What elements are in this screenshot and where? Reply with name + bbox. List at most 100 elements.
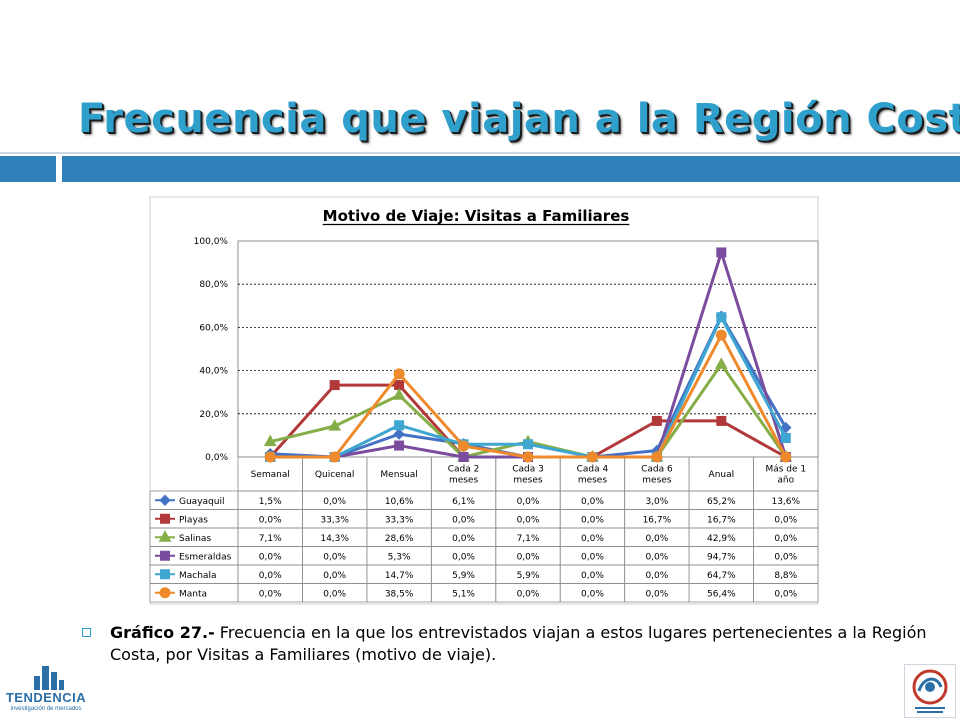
data-label: 0,0%	[517, 515, 540, 525]
data-point	[393, 428, 405, 440]
data-point	[263, 434, 277, 447]
data-label: 0,0%	[259, 571, 282, 581]
data-label: 14,3%	[320, 534, 349, 544]
y-tick-label: 60,0%	[199, 323, 228, 333]
x-tick-label: Mensual	[380, 470, 417, 480]
data-label: 0,0%	[259, 515, 282, 525]
data-label: 0,0%	[323, 497, 346, 507]
data-point	[458, 440, 470, 452]
x-tick-label: Cada 4 meses	[577, 465, 609, 486]
tourism-emblem-icon	[912, 669, 948, 713]
x-tick-label: Más de 1 año	[765, 465, 806, 486]
data-label: 0,0%	[645, 552, 668, 562]
data-label: 0,0%	[452, 515, 475, 525]
chart-caption: Gráfico 27.- Frecuencia en la que los en…	[110, 622, 930, 666]
legend-entry: Machala	[179, 571, 216, 581]
data-label: 5,9%	[452, 571, 475, 581]
y-tick-label: 40,0%	[199, 367, 228, 377]
data-point	[392, 388, 406, 400]
data-label: 14,7%	[385, 571, 414, 581]
data-point	[264, 451, 276, 463]
legend-marker-icon	[160, 513, 170, 524]
y-tick-label: 20,0%	[199, 410, 228, 420]
data-point	[393, 368, 405, 380]
legend-marker-icon	[158, 530, 172, 542]
caption-label: Gráfico 27.-	[110, 623, 215, 642]
data-label: 6,1%	[452, 497, 475, 507]
data-point	[716, 247, 727, 258]
data-point	[716, 312, 727, 323]
data-point	[329, 451, 341, 463]
tourism-logo	[904, 664, 956, 718]
title-divider-line	[0, 152, 960, 154]
data-point	[458, 452, 469, 462]
legend-marker-icon	[159, 494, 171, 506]
caption-bullet-icon	[82, 628, 91, 637]
data-label: 56,4%	[707, 589, 736, 599]
legend-marker-icon	[160, 550, 170, 561]
data-label: 0,0%	[645, 534, 668, 544]
data-label: 16,7%	[643, 515, 672, 525]
data-point	[780, 451, 792, 463]
legend-entry: Esmeraldas	[179, 552, 232, 562]
x-tick-label: Cada 3 meses	[512, 465, 544, 486]
data-point	[780, 432, 791, 443]
y-tick-label: 100,0%	[194, 237, 229, 247]
data-label: 0,0%	[581, 497, 604, 507]
data-label: 0,0%	[581, 515, 604, 525]
x-tick-label: Quicenal	[315, 470, 355, 480]
data-label: 0,0%	[517, 497, 540, 507]
data-label: 0,0%	[774, 589, 797, 599]
data-label: 10,6%	[385, 497, 414, 507]
data-label: 7,1%	[259, 534, 282, 544]
y-tick-label: 0,0%	[205, 453, 228, 463]
legend-marker-icon	[159, 587, 171, 599]
plot-area	[237, 240, 819, 458]
data-label: 0,0%	[645, 589, 668, 599]
data-label: 8,8%	[774, 571, 797, 581]
legend-marker-icon	[160, 569, 170, 580]
data-point	[651, 451, 663, 463]
data-point	[651, 415, 662, 426]
data-label: 7,1%	[517, 534, 540, 544]
x-tick-label: Cada 6 meses	[641, 465, 673, 486]
data-label: 5,9%	[517, 571, 540, 581]
building-icon	[30, 664, 70, 690]
data-label: 42,9%	[707, 534, 736, 544]
data-label: 0,0%	[517, 552, 540, 562]
legend-entry: Guayaquil	[179, 497, 224, 507]
data-label: 38,5%	[385, 589, 414, 599]
slide-title: Frecuencia que viajan a la Región Costa	[78, 96, 960, 142]
x-tick-label: Semanal	[251, 470, 290, 480]
legend-entry: Manta	[179, 589, 207, 599]
legend-entry: Playas	[179, 515, 208, 525]
data-point	[328, 419, 342, 431]
data-label: 0,0%	[452, 552, 475, 562]
logo-tagline: investigación de mercados	[10, 706, 82, 712]
data-point	[394, 420, 405, 431]
data-label: 94,7%	[707, 552, 736, 562]
data-label: 33,3%	[320, 515, 349, 525]
data-point	[522, 451, 534, 463]
data-label: 33,3%	[385, 515, 414, 525]
logo-wordmark: TENDENCIA	[5, 690, 87, 705]
data-label: 1,5%	[259, 497, 282, 507]
data-label: 0,0%	[774, 515, 797, 525]
data-point	[523, 439, 533, 450]
data-label: 0,0%	[259, 552, 282, 562]
data-label: 3,0%	[645, 497, 668, 507]
caption-text: Frecuencia en la que los entrevistados v…	[110, 623, 927, 664]
data-label: 0,0%	[323, 552, 346, 562]
data-label: 13,6%	[771, 497, 800, 507]
data-label: 0,0%	[581, 534, 604, 544]
data-label: 16,7%	[707, 515, 736, 525]
data-label: 0,0%	[259, 589, 282, 599]
x-tick-label: Cada 2 meses	[448, 465, 480, 486]
data-label: 0,0%	[517, 589, 540, 599]
table-cell	[753, 583, 819, 603]
data-label: 0,0%	[774, 552, 797, 562]
data-label: 0,0%	[452, 534, 475, 544]
data-label: 0,0%	[581, 552, 604, 562]
data-point	[716, 415, 727, 426]
data-label: 5,1%	[452, 589, 475, 599]
